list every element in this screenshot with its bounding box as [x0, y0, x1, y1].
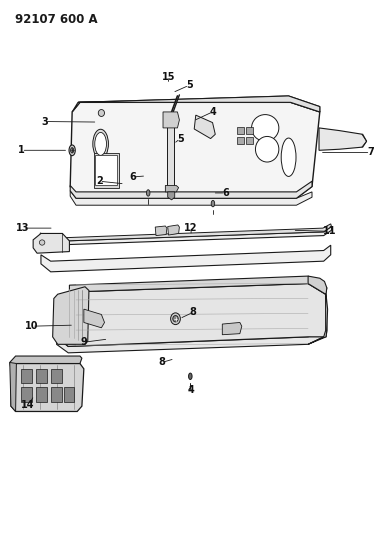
Text: 5: 5: [177, 134, 184, 143]
Ellipse shape: [255, 136, 279, 162]
Bar: [237, 137, 244, 144]
Polygon shape: [70, 181, 312, 198]
Text: 10: 10: [25, 321, 39, 331]
Ellipse shape: [147, 190, 150, 196]
Bar: [36, 387, 47, 402]
Text: 4: 4: [209, 107, 216, 117]
Polygon shape: [222, 322, 242, 335]
Ellipse shape: [98, 110, 105, 116]
Polygon shape: [194, 115, 215, 139]
Ellipse shape: [252, 115, 279, 141]
Text: 8: 8: [158, 358, 165, 367]
Bar: [246, 127, 253, 134]
Polygon shape: [84, 309, 105, 328]
Ellipse shape: [71, 148, 74, 153]
Bar: [167, 124, 174, 188]
Text: 8: 8: [190, 308, 197, 317]
Text: 5: 5: [186, 80, 193, 90]
Bar: [95, 155, 117, 185]
Bar: [237, 127, 244, 134]
Ellipse shape: [173, 316, 178, 322]
Polygon shape: [40, 224, 332, 241]
Ellipse shape: [281, 138, 296, 176]
Text: 7: 7: [367, 148, 374, 157]
Bar: [51, 387, 62, 402]
Bar: [21, 369, 32, 383]
Text: 9: 9: [81, 337, 88, 347]
Bar: [246, 137, 253, 144]
Text: 12: 12: [184, 223, 198, 233]
Bar: [94, 153, 119, 188]
Text: 3: 3: [41, 117, 48, 126]
Bar: [64, 387, 74, 402]
Text: 13: 13: [16, 223, 29, 233]
Polygon shape: [70, 102, 320, 198]
Polygon shape: [41, 227, 332, 245]
Polygon shape: [168, 225, 179, 235]
Polygon shape: [57, 330, 326, 353]
Polygon shape: [10, 362, 16, 411]
Ellipse shape: [171, 313, 180, 325]
Text: 1: 1: [18, 146, 25, 155]
Polygon shape: [53, 287, 89, 344]
Ellipse shape: [93, 130, 108, 159]
Ellipse shape: [69, 145, 75, 156]
Polygon shape: [319, 128, 367, 150]
Text: 92107 600 A: 92107 600 A: [15, 13, 98, 26]
Polygon shape: [11, 364, 84, 411]
Polygon shape: [72, 96, 320, 112]
Polygon shape: [41, 245, 331, 272]
Polygon shape: [78, 96, 320, 112]
Polygon shape: [10, 356, 82, 369]
Bar: [21, 387, 32, 402]
Text: 14: 14: [21, 400, 35, 410]
Ellipse shape: [189, 373, 192, 379]
Text: 6: 6: [129, 172, 136, 182]
Polygon shape: [69, 276, 327, 294]
Text: 4: 4: [188, 385, 195, 395]
Polygon shape: [163, 112, 179, 128]
Polygon shape: [165, 185, 179, 192]
Text: 6: 6: [222, 188, 229, 198]
Polygon shape: [33, 233, 69, 253]
Polygon shape: [155, 226, 167, 236]
Polygon shape: [57, 284, 327, 346]
Ellipse shape: [39, 240, 45, 245]
Ellipse shape: [211, 200, 215, 207]
Text: 11: 11: [323, 227, 336, 236]
Polygon shape: [168, 192, 175, 200]
Text: 2: 2: [96, 176, 103, 186]
Polygon shape: [70, 191, 312, 205]
Ellipse shape: [95, 132, 106, 156]
Text: 15: 15: [162, 72, 175, 82]
Bar: [36, 369, 47, 383]
Polygon shape: [308, 276, 328, 344]
Bar: [51, 369, 62, 383]
